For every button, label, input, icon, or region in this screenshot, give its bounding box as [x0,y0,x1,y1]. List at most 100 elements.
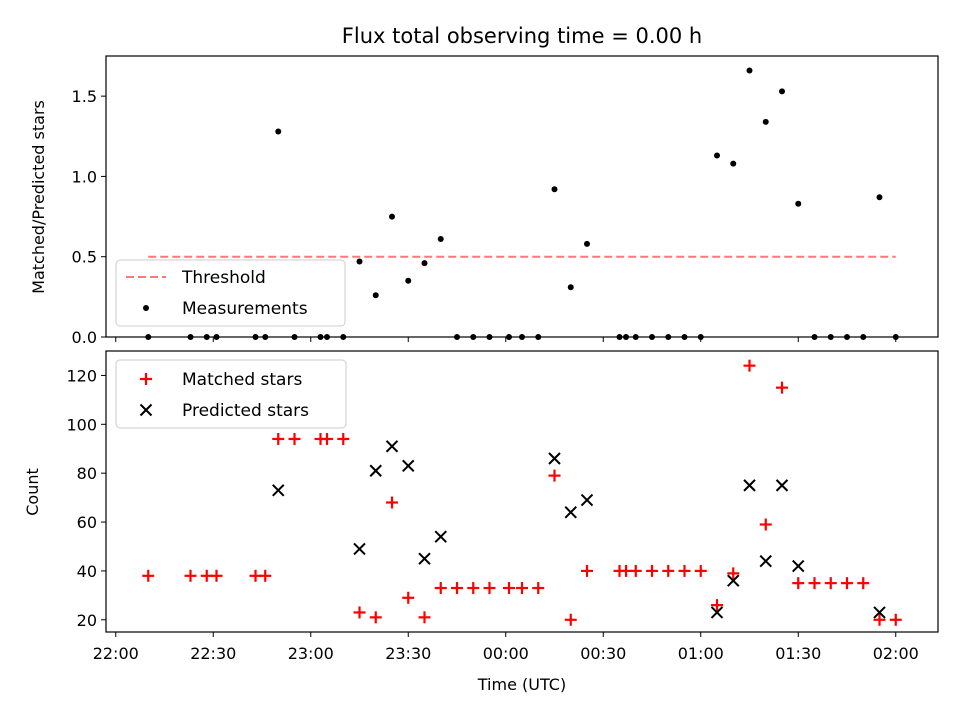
predicted-star-point [743,479,756,492]
y-tick-label: 20 [77,611,97,630]
matched-star-point [337,432,350,445]
predicted-star-point [759,554,772,568]
x-tick-label: 23:00 [288,644,334,663]
predicted-star-point [775,479,789,492]
matched-star-point [662,564,675,577]
measurement-point [779,88,785,95]
bottom-legend: Matched stars Predicted stars [115,359,347,429]
top-x-axis [115,337,897,342]
matched-star-point [694,564,707,577]
y-tick-label: 40 [77,562,97,581]
legend-label-predicted: Predicted stars [182,401,309,421]
series-predicted-stars [272,440,886,619]
matched-star-point [321,432,333,445]
matched-star-point [678,564,691,577]
matched-star-point [210,569,223,582]
bottom-y-axis: 20 40 60 80 100 120 [66,366,106,630]
x-tick-label: 22:30 [190,644,236,663]
matched-star-point [386,496,398,509]
matched-star-point [841,577,853,590]
matched-star-point [548,469,561,482]
matched-star-point [564,613,577,626]
top-plot-frame [105,55,939,338]
predicted-star-point [792,559,805,573]
bottom-x-axis: 22:00 22:30 23:00 23:30 00:00 00:30 01:00 01:30… [93,632,919,663]
matched-star-point [889,613,902,626]
matched-star-point [873,613,886,626]
measurement-point [275,128,282,135]
top-legend: Threshold Measurements [115,259,346,327]
measurement-point [762,118,769,125]
measurement-point [437,236,444,243]
measurement-point [551,186,558,193]
matched-star-point [288,432,301,445]
matched-star-point [824,577,837,590]
matched-star-point [402,591,415,604]
x-tick-label: 00:00 [483,644,529,663]
matched-star-point [516,582,528,595]
x-tick-label: 02:00 [873,644,919,663]
measurement-point [730,160,737,167]
matched-star-point [483,582,496,595]
predicted-star-point [580,493,594,507]
matched-star-point [711,599,723,612]
matched-star-point [369,611,382,624]
x-axis-title: Time (UTC) [477,675,566,694]
matched-star-point [467,582,480,595]
measurement-point [567,284,574,291]
measurement-point [356,258,363,265]
y-tick-label: 80 [77,464,97,483]
chart-title: Flux total observing time = 0.00 h [342,24,702,48]
legend-label-matched: Matched stars [182,370,302,390]
top-panel: 0.0 0.5 1.0 1.5 Matched/Predicted stars Thr… [29,55,939,347]
matched-star-point [857,577,870,590]
matched-star-point [503,582,515,595]
predicted-star-point [434,530,447,543]
predicted-star-point [710,606,724,619]
matched-star-point [259,569,272,582]
matched-star-point [808,577,821,590]
bottom-panel: 20 40 60 80 100 120 22:00 22:30 23:00 23:30 00:00… [23,350,939,694]
matched-star-point [629,564,642,577]
y-tick-label: 100 [66,415,97,434]
measurement-point [389,213,395,220]
predicted-star-point [353,542,366,556]
matched-star-point [142,569,155,582]
top-y-axis: 0.0 0.5 1.0 1.5 [72,87,106,347]
predicted-star-point [402,459,415,473]
matched-star-point [792,577,805,590]
measurement-point [405,277,412,284]
matched-star-point [532,582,545,595]
y-tick-label: 0.0 [72,328,97,347]
matched-star-point [581,564,593,577]
matched-star-point [759,518,772,531]
y-tick-label: 120 [66,366,97,385]
matched-star-point [776,381,788,394]
matched-star-point [646,564,658,577]
measurement-point [876,194,883,201]
legend-matched-swatch [140,373,152,385]
measurement-point [421,260,428,267]
predicted-star-point [564,506,577,519]
predicted-star-point [727,574,740,587]
matched-star-point [451,582,463,595]
matched-star-point [727,567,740,580]
y-tick-label: 1.0 [72,167,97,186]
y-tick-label: 0.5 [72,248,97,267]
counts-series [142,359,902,626]
legend-measurements-swatch [143,305,149,311]
legend-label-threshold: Threshold [181,268,266,288]
series-matched-stars [142,359,902,626]
x-tick-label: 23:30 [385,644,431,663]
bottom-plot-frame [105,350,939,633]
measurement-point [372,292,379,299]
y-tick-label: 1.5 [72,87,97,106]
measurement-point [584,240,590,247]
measurement-point [795,200,802,207]
x-tick-label: 00:30 [580,644,626,663]
matched-star-point [272,432,285,445]
predicted-star-point [369,464,382,477]
matched-star-point [353,606,366,619]
x-tick-label: 22:00 [93,644,139,663]
